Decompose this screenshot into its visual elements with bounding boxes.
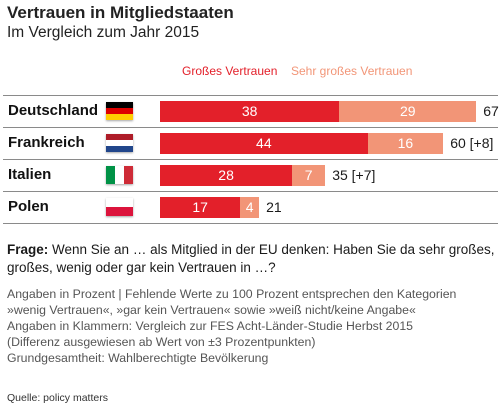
row-separator (3, 159, 498, 160)
value-label-frankreich-series-1: 44 (256, 135, 272, 151)
chart-subtitle: Im Vergleich zum Jahr 2015 (7, 24, 200, 41)
note-line-1: Angaben in Prozent | Fehlende Werte zu 1… (7, 287, 457, 301)
germany-flag-icon (106, 102, 133, 120)
bar-deutschland-series-1 (160, 101, 340, 122)
bar-frankreich-series-1 (160, 133, 368, 154)
row-separator (3, 223, 498, 224)
value-label-polen-series-2: 4 (245, 199, 254, 215)
chart-plot-area: Deutschland 38 29 67 Frankreich 44 16 60 [+8] It… (0, 95, 500, 227)
note-line-4: (Differenz ausgewiesen ab Wert von ±3 Pr… (7, 335, 316, 349)
value-label-frankreich-series-2: 16 (397, 135, 414, 151)
italy-flag-icon (106, 166, 133, 184)
row-separator (3, 127, 498, 128)
value-label-polen-series-1: 17 (192, 199, 208, 215)
bar-italien-series-1 (160, 165, 293, 186)
poland-flag-icon (106, 198, 133, 216)
row-separator (3, 191, 498, 192)
value-label-deutschland-series-2: 29 (400, 103, 416, 119)
category-label-italien: Italien (8, 166, 52, 183)
bar-polen-series-2 (240, 197, 260, 218)
bar-polen-series-1 (160, 197, 241, 218)
total-label-polen: 21 (266, 199, 282, 215)
total-label-italien: 35 [+7] (332, 167, 376, 183)
note-line-2: »wenig Vertrauen«, »gar kein Vertrauen« … (7, 303, 416, 317)
value-label-italien-series-1: 28 (218, 167, 234, 183)
category-label-frankreich: Frankreich (8, 134, 85, 151)
total-label-frankreich: 60 [+8] (450, 135, 494, 151)
netherlands-flag-icon (106, 134, 133, 152)
category-label-deutschland: Deutschland (8, 102, 99, 119)
total-label-deutschland: 67 (483, 103, 499, 119)
survey-question: Frage: Wenn Sie an … als Mitglied in der… (7, 241, 497, 277)
row-separator (3, 95, 498, 96)
legend-item-grosses-vertrauen: Großes Vertrauen (182, 64, 278, 78)
value-label-deutschland-series-1: 38 (241, 103, 258, 119)
note-line-3: Angaben in Klammern: Vergleich zur FES A… (7, 319, 414, 333)
bar-frankreich-series-2 (367, 133, 444, 154)
note-line-5: Grundgesamtheit: Wahlberechtigte Bevölke… (7, 351, 269, 365)
value-label-italien-series-2: 7 (304, 167, 313, 183)
chart-notes: Frage: Wenn Sie an … als Mitglied in der… (7, 241, 497, 366)
category-label-polen: Polen (8, 198, 49, 215)
chart-title: Vertrauen in Mitgliedstaaten (7, 3, 234, 22)
bar-italien-series-2 (292, 165, 326, 186)
question-label: Frage: (7, 242, 49, 257)
bar-deutschland-series-2 (339, 101, 477, 122)
chart-source: Quelle: policy matters (7, 392, 108, 404)
legend-item-sehr-grosses-vertrauen: Sehr großes Vertrauen (291, 64, 413, 78)
question-text: Wenn Sie an … als Mitglied in der EU den… (7, 242, 495, 275)
